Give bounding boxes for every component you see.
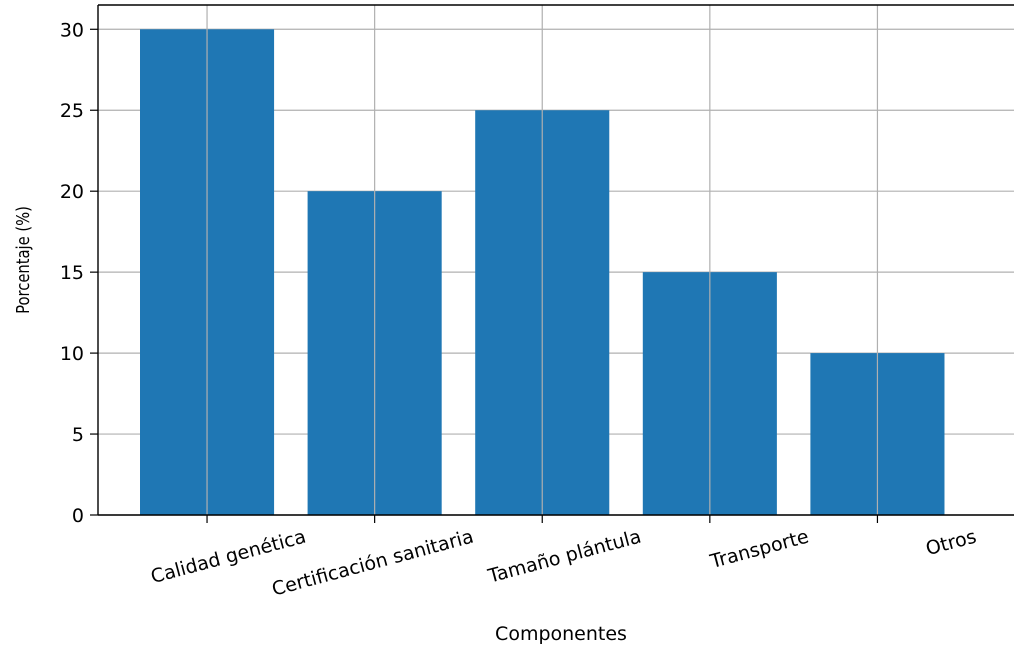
y-tick-label: 30 [60, 19, 84, 41]
y-tick-label: 10 [60, 343, 84, 365]
y-axis-title: Porcentaje (%) [13, 206, 34, 314]
y-tick-label: 5 [72, 424, 84, 446]
x-tick-label: Otros [923, 526, 978, 561]
x-tick-label: Transporte [707, 526, 811, 574]
y-tick-label: 25 [60, 100, 84, 122]
y-tick-label: 0 [72, 505, 84, 527]
gridline-overlay [206, 5, 879, 515]
y-tick-label: 15 [60, 262, 84, 284]
x-axis-title: Componentes [495, 623, 627, 645]
y-tick-label: 20 [60, 181, 84, 203]
x-tick-label: Tamaño plántula [485, 526, 644, 588]
